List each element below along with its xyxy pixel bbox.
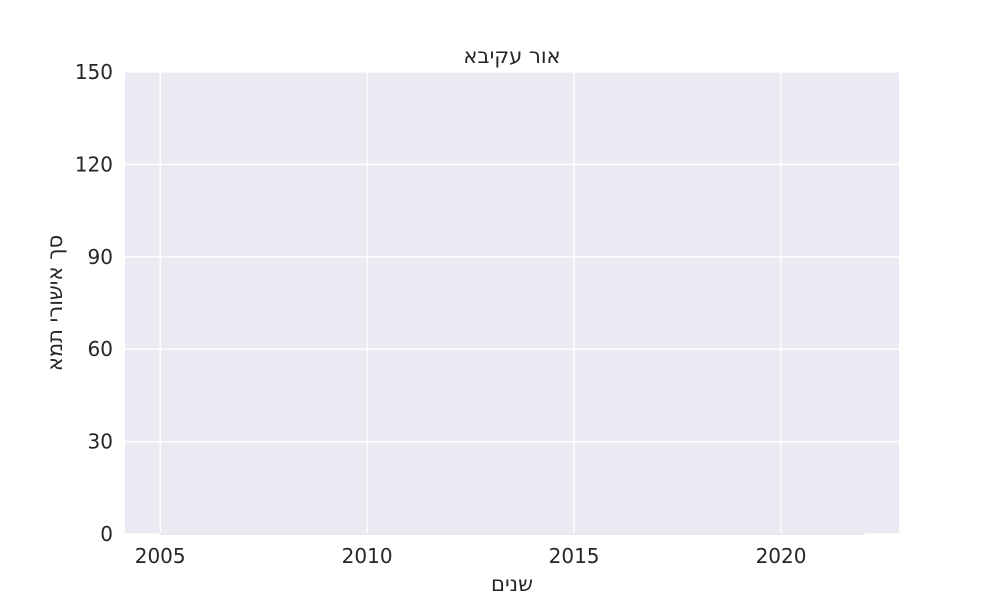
- y-tick-label: 30: [88, 430, 113, 454]
- data-point: [863, 533, 865, 535]
- y-tick-label: 120: [75, 152, 113, 176]
- data-point: [780, 533, 782, 535]
- data-point: [159, 533, 161, 535]
- data-point: [821, 533, 824, 535]
- y-tick-labels: 0 30 60 90 120 150: [75, 60, 113, 546]
- data-point: [324, 533, 327, 535]
- series-layer: [159, 533, 865, 535]
- plot-background: [125, 72, 899, 534]
- data-point: [366, 533, 368, 535]
- x-tick-label: 2020: [756, 544, 807, 568]
- data-point: [573, 533, 575, 535]
- y-axis-label: סך אישורי תמא: [43, 235, 67, 371]
- data-point: [531, 533, 534, 535]
- data-point: [407, 533, 410, 535]
- data-point: [697, 533, 700, 535]
- data-point: [200, 533, 203, 535]
- y-tick-label: 150: [75, 60, 113, 84]
- x-tick-label: 2015: [549, 544, 600, 568]
- x-tick-label: 2010: [342, 544, 393, 568]
- data-point: [738, 533, 741, 535]
- y-tick-label: 90: [88, 245, 113, 269]
- data-point: [614, 533, 617, 535]
- x-axis-label: שנים: [491, 572, 533, 596]
- y-tick-label: 0: [100, 522, 113, 546]
- data-point: [656, 533, 658, 535]
- data-point: [283, 533, 286, 535]
- chart-title: אור עקיבא: [463, 44, 560, 68]
- x-tick-labels: 2005 2010 2015 2020: [135, 544, 807, 568]
- data-point: [242, 533, 244, 535]
- x-tick-label: 2005: [135, 544, 186, 568]
- data-point: [490, 533, 493, 535]
- data-point: [449, 533, 451, 535]
- grid-lines: [125, 71, 899, 535]
- y-tick-label: 60: [88, 337, 113, 361]
